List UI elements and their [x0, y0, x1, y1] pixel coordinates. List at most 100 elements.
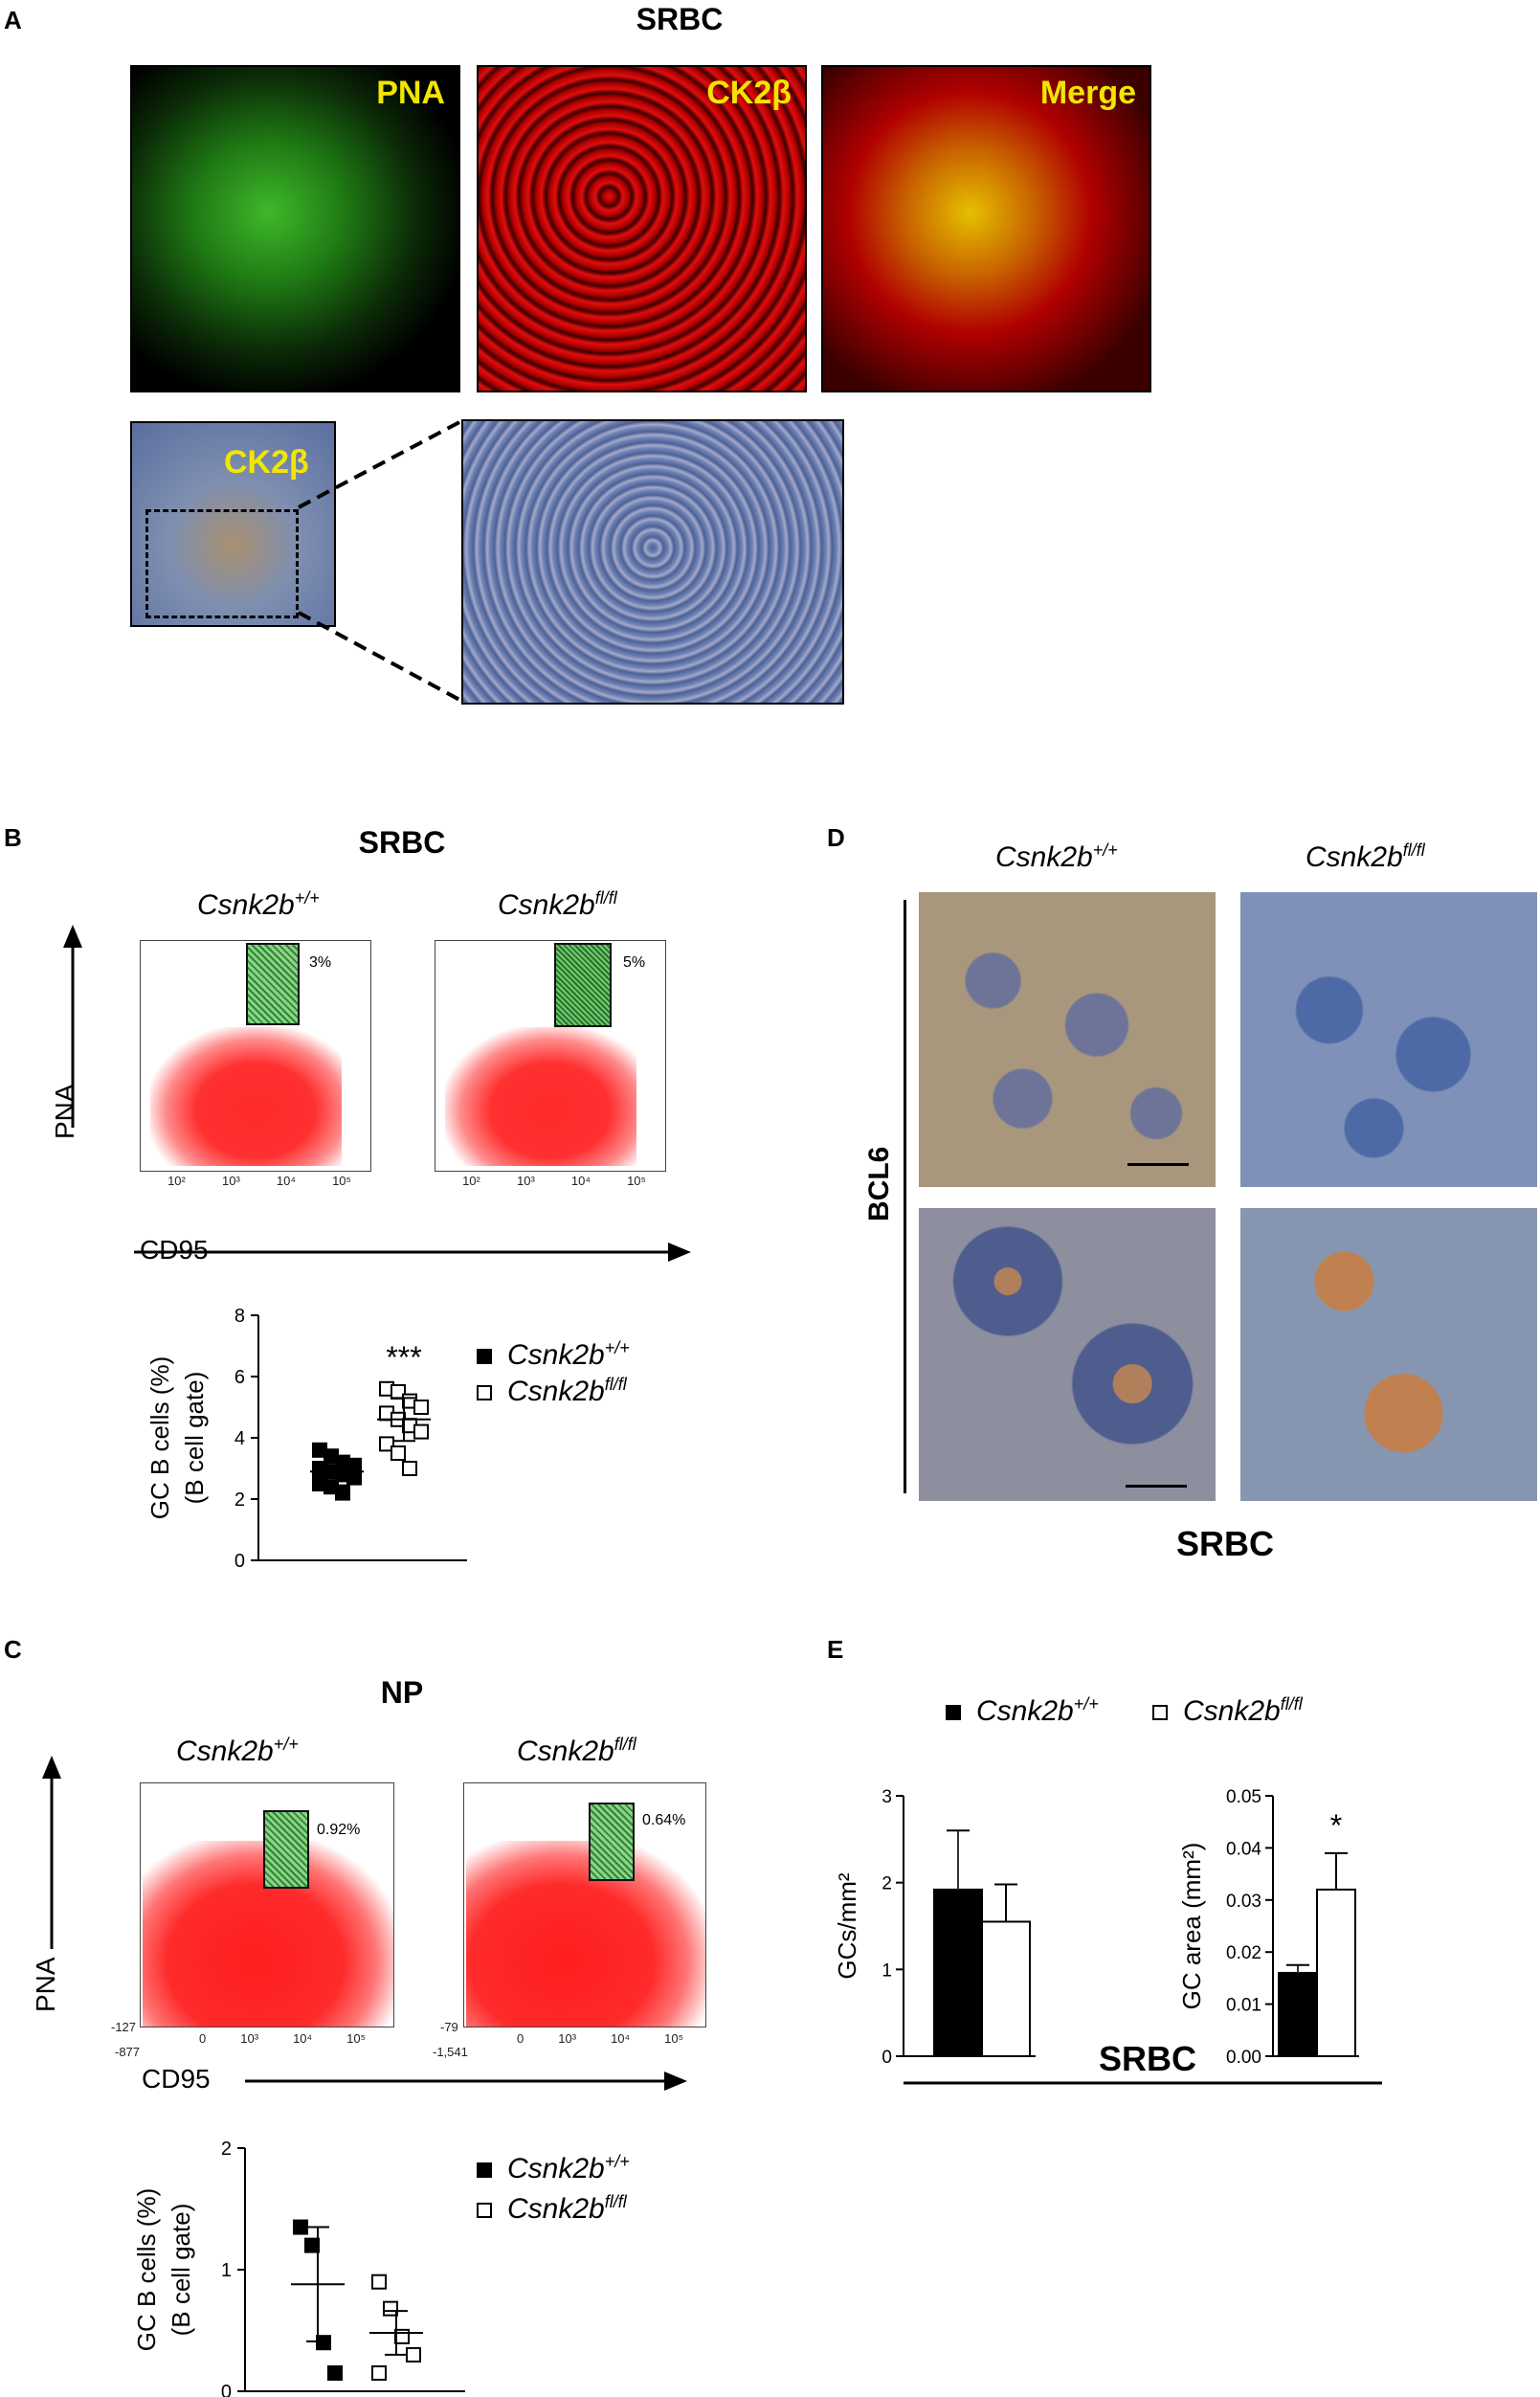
cell-population-cloud [445, 1027, 636, 1166]
panel-d-genotype-fl: Csnk2bfl/fl [1306, 840, 1425, 874]
scale-bar [1127, 1163, 1189, 1166]
data-point [413, 1423, 429, 1440]
data-point [379, 1436, 394, 1452]
data-point [371, 2274, 387, 2290]
tick: 10⁴ [276, 1174, 296, 1188]
panel-e-legend-fl: Csnk2bfl/fl [1152, 1694, 1303, 1728]
panel-b-legend-fl: Csnk2bfl/fl [477, 1375, 627, 1408]
flow-plot-np-fl: 0.64% [463, 1782, 706, 2027]
cd95-axis-label: CD95 [142, 2064, 211, 2094]
legend-label: Csnk2b [1183, 1695, 1281, 1727]
gate-percentage: 0.64% [642, 1812, 686, 1828]
y-tick-label: 1 [221, 2260, 232, 2281]
genotype-superscript: +/+ [1092, 840, 1118, 860]
panel-e-legend-wt: Csnk2b+/+ [946, 1694, 1099, 1728]
gate-percentage: 3% [309, 954, 332, 971]
data-point [413, 1400, 429, 1415]
y-tick-label: 0.04 [1226, 1839, 1261, 1859]
gc-gate [589, 1803, 635, 1881]
y-tick-label: 0 [221, 2382, 232, 2397]
tick: 10³ [558, 2031, 577, 2046]
tick: 10² [462, 1174, 480, 1188]
fcs-x-min-fl: -1,541 [433, 2045, 468, 2059]
tick: 10⁵ [664, 2031, 683, 2046]
data-point [391, 1445, 406, 1461]
fcs-x-ticks-fl: 10² 10³ 10⁴ 10⁵ [444, 1174, 664, 1188]
genotype-superscript: fl/fl [1402, 840, 1425, 860]
gc-gate [554, 943, 612, 1027]
tick: 0 [517, 2031, 524, 2046]
cell-population-cloud [466, 1841, 705, 2027]
merge-fluorescence-image: Merge [821, 65, 1151, 392]
y-axis-label: GC area (mm²) [1177, 1843, 1206, 2010]
tick: 10⁵ [346, 2031, 366, 2046]
panel-c-legend-wt: Csnk2b+/+ [477, 2152, 630, 2185]
bar [1316, 1888, 1356, 2058]
filled-square-icon [477, 1349, 492, 1365]
fcs-x-min-wt: -877 [115, 2045, 141, 2059]
gate-percentage: 5% [623, 954, 646, 971]
open-square-icon [477, 2203, 492, 2219]
panel-c-title: NP [380, 1675, 424, 1710]
y-tick-label: 2 [882, 1874, 892, 1894]
panel-d-bracket [904, 900, 906, 1493]
legend-superscript: fl/fl [1280, 1694, 1303, 1714]
panel-d-genotype-wt: Csnk2b+/+ [995, 840, 1118, 874]
bar [981, 1920, 1031, 2058]
legend-superscript: +/+ [1073, 1694, 1099, 1714]
panel-a-letter: A [4, 6, 22, 34]
panel-b-letter: B [4, 823, 22, 852]
tick: 10² [167, 1174, 186, 1188]
ck2b-ihc-zoom-image [461, 419, 844, 705]
panel-c-letter: C [4, 1635, 22, 1664]
legend-label: Csnk2b [507, 2153, 605, 2184]
gc-gate [263, 1810, 309, 1889]
tick: 10³ [240, 2031, 259, 2046]
zoom-region-box [145, 509, 299, 618]
tick: 10³ [516, 1174, 535, 1188]
panel-b-legend-wt: Csnk2b+/+ [477, 1338, 630, 1372]
tick: 10³ [221, 1174, 240, 1188]
significance-label: *** [386, 1340, 421, 1375]
tick: 0 [199, 2031, 207, 2046]
data-point [371, 2364, 387, 2381]
scale-bar [1126, 1485, 1187, 1488]
flow-plot-np-wt: 0.92% [140, 1782, 394, 2027]
fcs-x-ticks-wt: 10² 10³ 10⁴ 10⁵ [149, 1174, 369, 1188]
genotype-superscript: fl/fl [614, 1735, 636, 1754]
bcl6-fl-highmag-image [1240, 1208, 1537, 1501]
fcs-x-ticks-np-wt: 0 10³ 10⁴ 10⁵ [182, 2031, 383, 2046]
y-axis-label-line: GC B cells (%) [145, 1356, 174, 1519]
y-tick-label: 3 [882, 1787, 892, 1807]
y-axis-label: GC B cells (%) (B cell gate) [132, 2188, 195, 2351]
panel-c-genotype-wt: Csnk2b+/+ [176, 1735, 299, 1768]
panel-a-title: SRBC [636, 2, 724, 36]
legend-superscript: fl/fl [604, 2192, 627, 2211]
y-tick-label: 4 [234, 1428, 245, 1449]
y-tick-label: 0.05 [1226, 1787, 1261, 1807]
merge-label: Merge [1039, 75, 1136, 111]
tick: 10⁵ [627, 1174, 646, 1188]
legend-superscript: +/+ [604, 1338, 630, 1357]
fcs-x-ticks-np-fl: 0 10³ 10⁴ 10⁵ [500, 2031, 701, 2046]
y-tick-label: 8 [234, 1306, 245, 1327]
fcs-y-min-fl: -79 [440, 2020, 458, 2034]
panel-c-legend-fl: Csnk2bfl/fl [477, 2192, 627, 2226]
y-tick-label: 0.03 [1226, 1892, 1261, 1912]
ck2b-label: CK2β [706, 75, 792, 111]
tick: 10⁴ [611, 2031, 631, 2046]
tick: 10⁴ [570, 1174, 591, 1188]
y-tick-label: 0.01 [1226, 1996, 1261, 2016]
legend-label: Csnk2b [507, 1376, 605, 1407]
y-tick-label: 0 [882, 2048, 892, 2068]
tick: 10⁴ [293, 2031, 313, 2046]
y-axis-label: GCs/mm² [833, 1872, 861, 1980]
filled-square-icon [946, 1705, 961, 1721]
y-tick-label: 0.02 [1226, 1943, 1261, 1963]
flow-plot-srbc-fl: 5% [435, 940, 666, 1172]
legend-superscript: +/+ [604, 2152, 630, 2171]
y-axis-label-line: (B cell gate) [180, 1372, 209, 1505]
significance-label: * [1330, 1808, 1342, 1843]
